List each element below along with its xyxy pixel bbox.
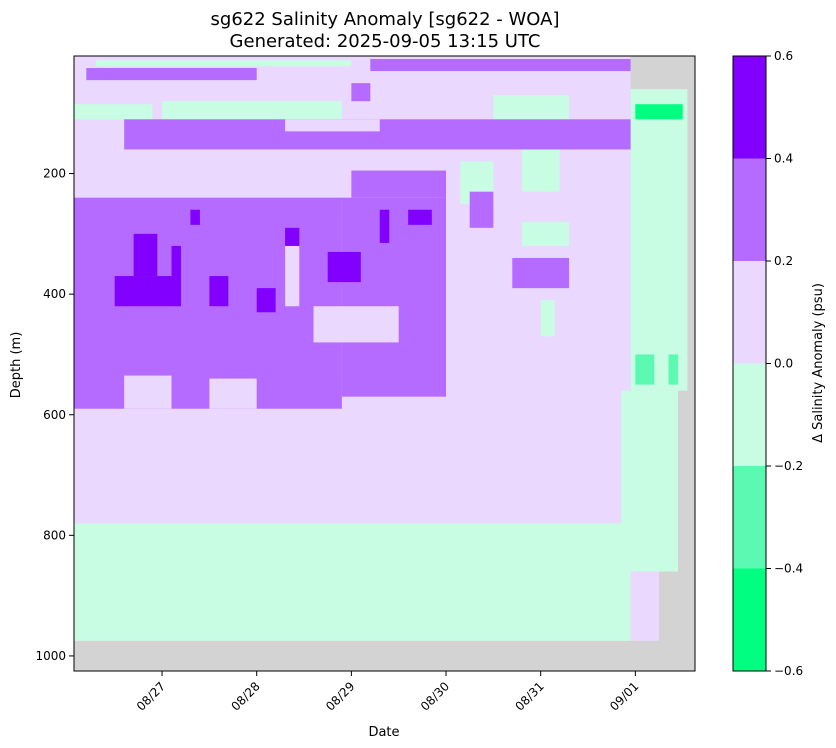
- colorbar-tick-label: 0.6: [774, 49, 793, 63]
- x-axis: 08/27 08/28 08/29 08/30 08/31 09/01: [134, 671, 641, 714]
- y-axis: 200 400 600 800 1000: [35, 167, 74, 663]
- anomaly-cell-10: [521, 221, 570, 246]
- colorbar-tick-label: 0.4: [774, 152, 793, 166]
- anomaly-cell-21: [469, 191, 494, 228]
- x-tick-label: 08/30: [418, 679, 452, 713]
- anomaly-cell-7: [493, 95, 570, 120]
- anomaly-cell-30: [209, 276, 229, 307]
- colorbar: 0.6 0.4 0.2 0.0 −0.2 −0.4 −0.6: [732, 49, 803, 678]
- chart-title-line-1: sg622 Salinity Anomaly [sg622 - WOA]: [211, 9, 560, 30]
- anomaly-cell-35: [379, 209, 390, 243]
- anomaly-cell-26: [209, 378, 257, 409]
- y-tick-label: 200: [43, 167, 66, 181]
- anomaly-cell-16: [370, 59, 631, 72]
- x-axis-label: Date: [368, 725, 399, 740]
- y-tick-label: 1000: [35, 649, 66, 663]
- colorbar-tick-label: −0.6: [774, 664, 803, 678]
- x-tick-label: 08/28: [228, 679, 262, 713]
- anomaly-cell-11: [540, 300, 555, 337]
- anomaly-cell-1: [74, 523, 631, 641]
- x-tick-label: 09/01: [607, 679, 641, 713]
- anomaly-cell-17: [351, 83, 371, 102]
- anomaly-cell-15: [86, 68, 257, 81]
- anomaly-cell-20: [341, 197, 447, 397]
- anomaly-cell-38: [635, 354, 655, 385]
- anomaly-cell-37: [635, 104, 683, 120]
- anomaly-cell-25: [124, 375, 172, 409]
- anomaly-cell-2: [630, 89, 688, 391]
- anomaly-cell-36: [190, 209, 200, 225]
- heatmap-plot-area: [73, 55, 696, 672]
- x-tick-label: 08/29: [323, 679, 357, 713]
- chart-title-line-2: Generated: 2025-09-05 13:15 UTC: [230, 31, 541, 52]
- colorbar-segment: [733, 466, 766, 569]
- anomaly-cell-27: [114, 276, 181, 307]
- y-tick-label: 800: [43, 528, 66, 542]
- colorbar-segment: [733, 158, 766, 261]
- colorbar-tick-label: −0.2: [774, 459, 803, 473]
- plot-frame: [73, 55, 696, 672]
- anomaly-cell-19: [74, 197, 342, 409]
- x-tick-label: 08/27: [134, 679, 168, 713]
- y-axis-label: Depth (m): [9, 332, 24, 399]
- colorbar-label: Δ Salinity Anomaly (psu): [811, 283, 826, 443]
- anomaly-cell-14: [285, 119, 380, 132]
- anomaly-cell-9: [521, 143, 560, 192]
- colorbar-tick-label: 0.0: [774, 357, 793, 371]
- anomaly-cell-39: [668, 354, 678, 385]
- y-tick-label: 400: [43, 287, 66, 301]
- colorbar-segment: [733, 363, 766, 466]
- colorbar-segment: [733, 568, 766, 671]
- anomaly-cell-18: [351, 170, 447, 198]
- anomaly-cell-24: [313, 306, 399, 343]
- anomaly-cell-22: [512, 257, 570, 289]
- colorbar-tick-label: 0.2: [774, 254, 793, 268]
- anomaly-cell-34: [408, 209, 432, 225]
- anomaly-cell-23: [285, 245, 300, 307]
- anomaly-cell-29: [171, 245, 181, 277]
- y-tick-label: 600: [43, 408, 66, 422]
- anomaly-cells: [74, 56, 688, 641]
- anomaly-cell-31: [256, 288, 276, 313]
- anomaly-cell-32: [285, 227, 300, 246]
- anomaly-cell-28: [133, 233, 158, 277]
- anomaly-cell-5: [74, 104, 153, 120]
- colorbar-segment: [733, 261, 766, 364]
- anomaly-cell-3: [621, 390, 678, 572]
- anomaly-cell-33: [327, 251, 361, 283]
- anomaly-cell-6: [162, 101, 342, 120]
- colorbar-tick-label: −0.4: [774, 562, 803, 576]
- anomaly-cell-4: [630, 571, 660, 641]
- colorbar-segment: [733, 56, 766, 159]
- x-tick-label: 08/31: [512, 679, 546, 713]
- anomaly-cell-12: [95, 60, 352, 67]
